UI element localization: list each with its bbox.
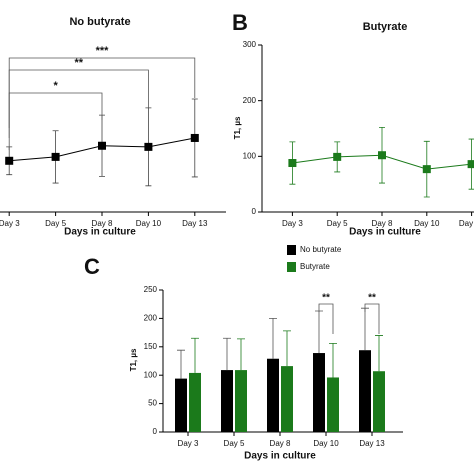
x-tick-label: Day 8 [372,219,393,228]
significance-label: ** [368,293,376,304]
legend-label: Butyrate [300,262,330,271]
error-bar [375,335,383,372]
bar [235,370,247,432]
panel-letter: B [232,10,248,35]
significance-bracket [8,57,196,128]
bar [327,377,339,432]
y-tick-label: 200 [144,314,158,323]
marker [98,141,106,150]
chart-title: No butyrate [69,16,130,28]
error-bar [329,342,337,378]
y-tick-label: 250 [144,285,158,294]
y-tick-label: 100 [243,151,257,160]
error-bar [223,337,231,371]
significance-bracket [364,303,380,334]
bar [373,371,385,432]
legend-swatch [287,262,296,272]
y-tick-label: 0 [252,207,257,216]
x-tick-label: Day 8 [270,439,291,448]
marker [190,133,199,142]
x-tick-label: Day 10 [136,219,162,228]
y-tick-label: 300 [243,40,257,49]
bar [281,366,293,432]
marker [333,152,342,161]
x-tick-label: Day 5 [224,439,245,448]
x-tick-label: Day 13 [359,439,385,448]
significance-bracket [318,303,334,334]
y-tick-label: 0 [153,427,158,436]
y-axis-label: T1, µs [233,116,242,139]
error-bar [237,338,245,371]
error-bar [191,337,199,373]
significance-bracket [8,69,149,138]
bar [175,378,187,432]
significance-label: *** [96,45,110,57]
x-tick-label: Day 13 [182,219,208,228]
x-axis-label: Days in culture [349,227,421,238]
x-tick-label: Day 3 [282,219,303,228]
bar [313,353,325,432]
bar [267,358,279,432]
error-bar [177,349,185,379]
bar [189,372,201,432]
bar [359,350,371,432]
x-tick-label: Day 3 [0,219,20,228]
x-tick-label: Day 13 [459,219,474,228]
error-bar [361,307,369,351]
x-tick-label: Day 5 [45,219,66,228]
x-tick-label: Day 5 [327,219,348,228]
x-tick-label: Day 3 [178,439,199,448]
error-bar [315,310,323,354]
x-axis-label: Days in culture [64,227,136,238]
marker [378,151,386,160]
legend-label: No butyrate [300,245,342,254]
error-bar [283,330,291,367]
x-tick-label: Day 8 [92,219,113,228]
marker [144,142,153,151]
panel-letter: C [84,254,100,279]
marker [51,152,60,161]
y-axis-label: T1, µs [129,348,138,371]
bar [221,370,233,432]
x-axis-label: Days in culture [244,451,316,462]
x-tick-label: Day 10 [313,439,339,448]
marker [422,165,431,174]
error-bar [269,318,277,359]
marker [288,159,297,168]
y-tick-label: 50 [148,399,157,408]
y-tick-label: 150 [144,342,158,351]
chart-title: Butyrate [363,21,408,33]
y-tick-label: 200 [243,96,257,105]
significance-label: ** [75,57,84,69]
marker [5,156,14,165]
y-tick-label: 100 [144,370,158,379]
marker [467,160,474,169]
x-tick-label: Day 10 [414,219,440,228]
significance-label: * [53,80,58,92]
significance-label: ** [322,293,330,304]
legend-swatch [287,245,296,255]
